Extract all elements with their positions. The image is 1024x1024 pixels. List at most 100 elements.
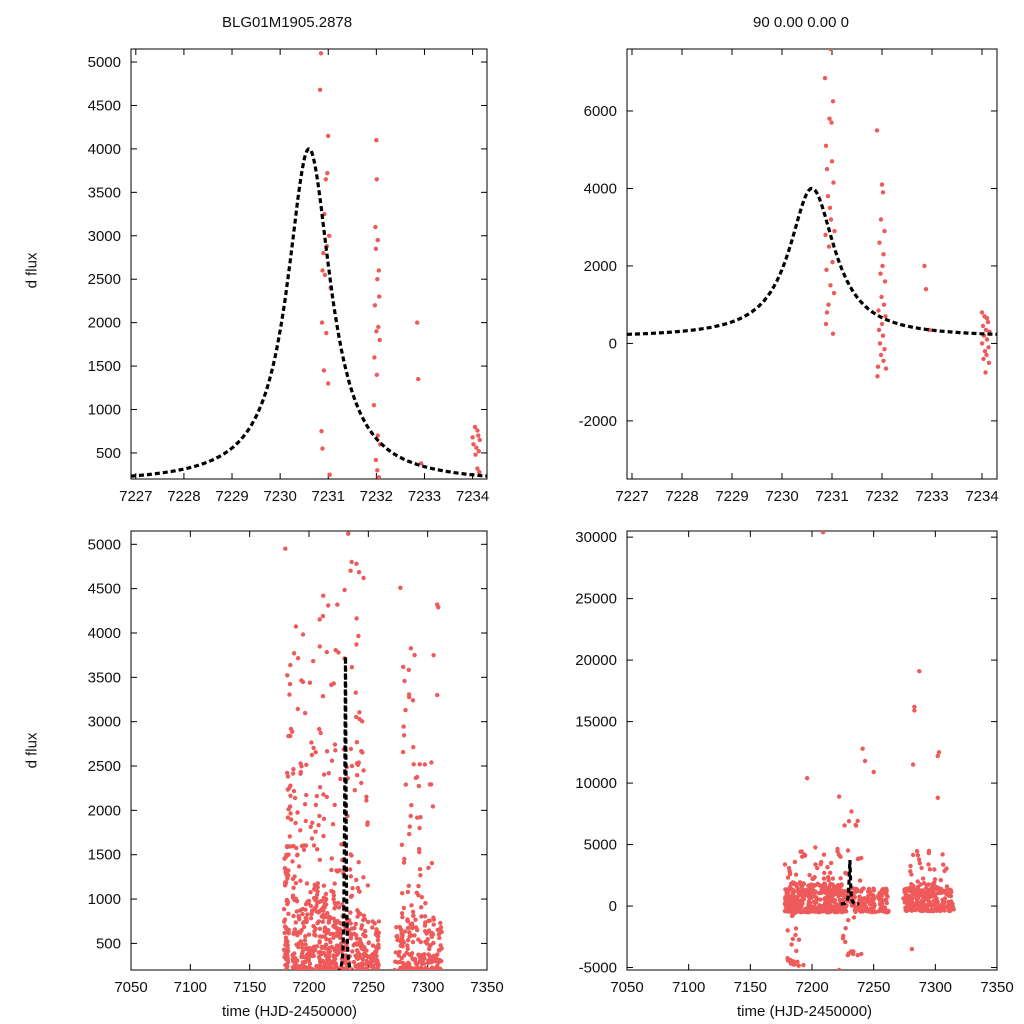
x-tick-label: 7233 (408, 488, 441, 505)
data-point (326, 920, 331, 925)
data-point (319, 320, 325, 325)
data-point (291, 788, 297, 794)
data-point (322, 913, 327, 918)
data-point (410, 956, 415, 961)
data-point (938, 877, 943, 883)
data-point (356, 633, 361, 639)
data-point (870, 905, 876, 910)
data-point (983, 327, 989, 333)
data-point (852, 890, 857, 895)
data-point (793, 872, 799, 877)
data-point (408, 953, 414, 958)
data-point (924, 883, 930, 888)
data-point (366, 919, 371, 925)
data-point (834, 909, 840, 915)
data-point (430, 804, 436, 809)
data-point (431, 917, 436, 922)
data-point (372, 355, 377, 360)
data-point (374, 372, 379, 377)
data-point (305, 965, 310, 970)
data-point (373, 224, 378, 230)
data-point (412, 652, 417, 658)
data-point (795, 908, 800, 913)
data-point (986, 345, 991, 350)
x-tick-label: 7300 (411, 979, 444, 996)
data-point (789, 942, 794, 947)
data-point (373, 246, 379, 251)
data-point (856, 888, 861, 893)
data-point (399, 911, 405, 916)
data-point (827, 116, 832, 121)
data-point (324, 930, 329, 936)
data-point (823, 232, 828, 238)
data-point (836, 967, 842, 970)
data-point (882, 905, 887, 910)
data-point (287, 834, 292, 839)
x-tick-label: 7227 (119, 488, 152, 505)
data-point (812, 900, 817, 906)
data-point (377, 294, 382, 299)
data-point (333, 961, 339, 966)
data-point (912, 708, 917, 713)
data-point (329, 888, 334, 894)
data-point (798, 849, 803, 854)
data-point (902, 897, 908, 902)
data-point (985, 319, 991, 325)
data-point (303, 942, 308, 947)
data-point (294, 845, 299, 851)
data-point (302, 959, 308, 965)
data-point (883, 897, 889, 903)
data-point (285, 950, 290, 955)
data-point (426, 952, 431, 957)
data-point (928, 894, 933, 899)
data-point (852, 886, 857, 892)
data-point (860, 909, 865, 914)
data-point (875, 374, 880, 379)
y-tick-label: 3000 (88, 228, 121, 245)
data-point (982, 349, 988, 354)
data-point (910, 852, 916, 858)
data-point (884, 887, 889, 893)
data-point (355, 773, 360, 778)
data-point (397, 959, 403, 965)
data-point (311, 658, 316, 664)
data-point (320, 446, 325, 451)
data-point (399, 936, 404, 941)
data-point (884, 910, 889, 915)
data-point (396, 953, 401, 958)
data-point (349, 559, 354, 565)
x-tick-label: 7229 (215, 488, 248, 505)
data-point (828, 860, 834, 866)
data-point (353, 963, 358, 969)
data-point (932, 877, 938, 882)
data-point (300, 945, 305, 951)
data-point (299, 942, 305, 947)
data-point (906, 907, 911, 913)
data-point (303, 934, 308, 939)
data-point (374, 177, 379, 182)
data-point (428, 782, 434, 787)
data-point (793, 926, 799, 931)
data-point (303, 818, 308, 824)
data-point (343, 967, 349, 970)
data-point (374, 948, 379, 954)
data-point (910, 762, 916, 767)
data-point (425, 960, 431, 966)
data-point (354, 941, 360, 946)
data-point (843, 939, 848, 945)
data-point (842, 823, 847, 828)
data-point (310, 820, 315, 825)
data-point (361, 768, 366, 773)
model-curve (840, 860, 860, 906)
data-point (819, 859, 824, 865)
data-point (879, 182, 885, 187)
data-point (352, 925, 357, 931)
data-point (302, 920, 307, 925)
data-point (356, 910, 361, 915)
data-point (940, 901, 945, 907)
data-point (298, 828, 303, 833)
data-point (286, 911, 291, 916)
data-point (881, 358, 886, 363)
data-point (283, 870, 288, 875)
